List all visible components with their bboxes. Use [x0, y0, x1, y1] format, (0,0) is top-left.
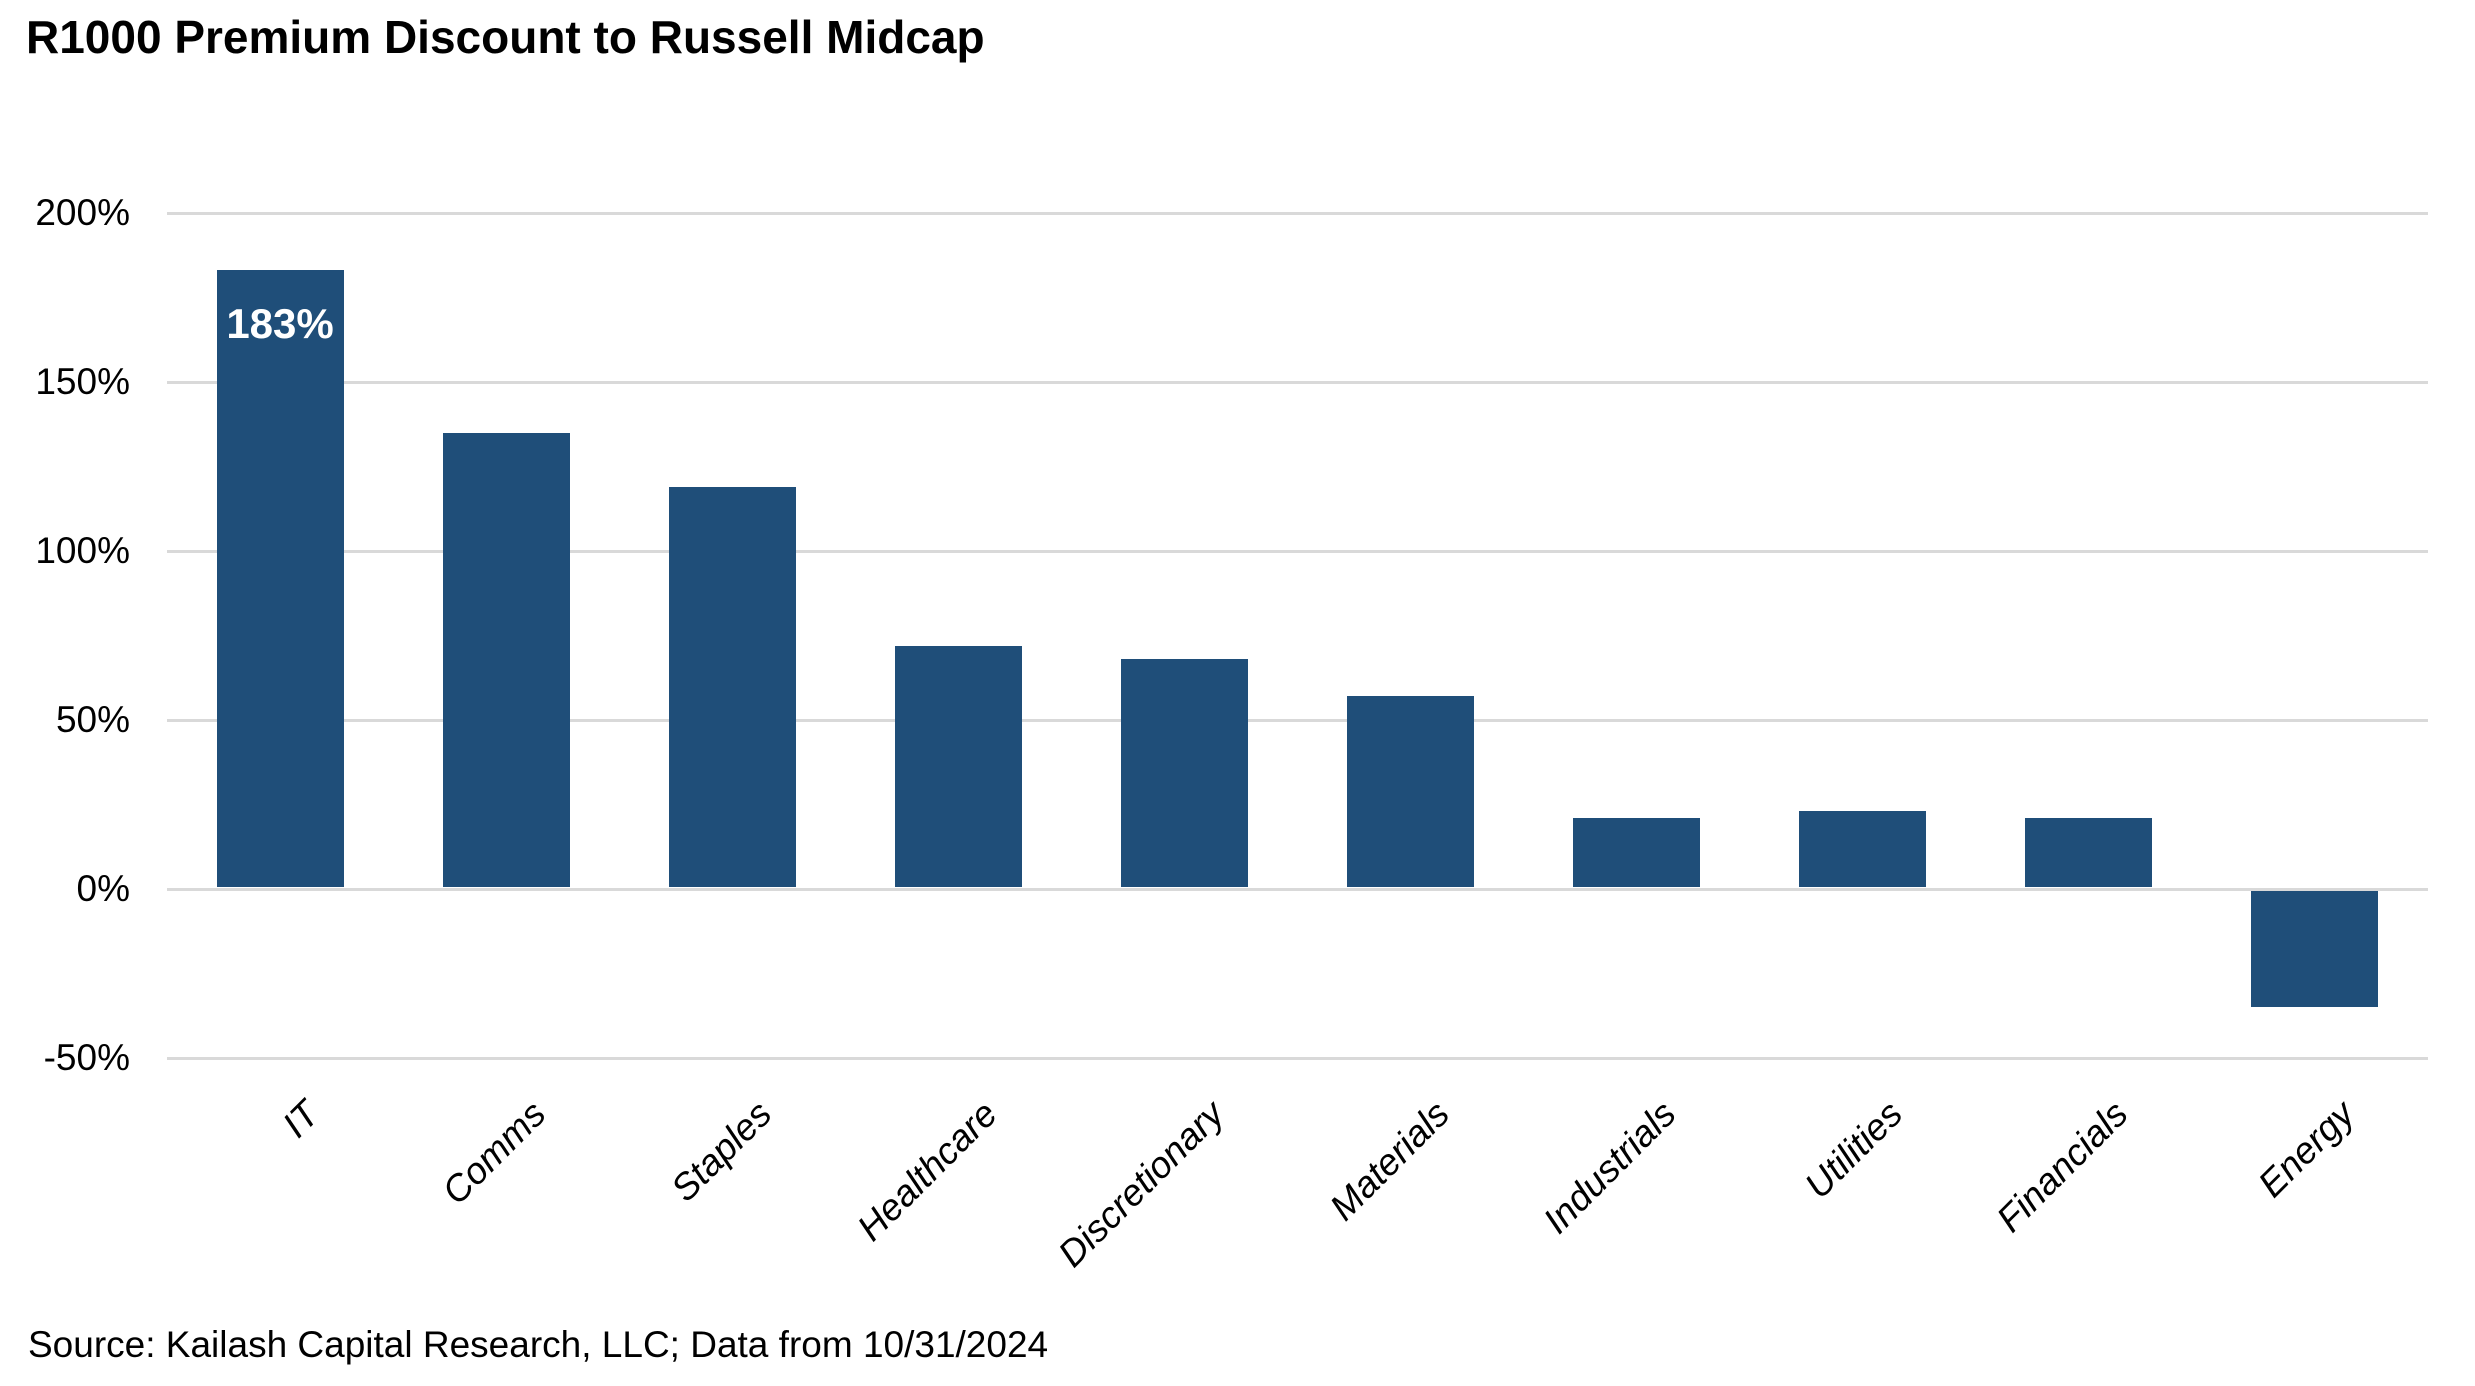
chart-title: R1000 Premium Discount to Russell Midcap: [26, 11, 985, 63]
x-category-label-Materials: Materials: [1322, 1093, 1458, 1229]
x-category-label-Comms: Comms: [434, 1093, 554, 1213]
bar-Utilities: [1799, 811, 1927, 888]
gridline-100%: [167, 549, 2428, 553]
gridline-50%: [167, 718, 2428, 722]
bar-Staples: [668, 486, 796, 888]
x-category-label-Discretionary: Discretionary: [1049, 1093, 1232, 1275]
bar-data-label-IT: 183%: [226, 300, 334, 348]
y-tick-label-0%: 0%: [76, 868, 130, 909]
x-category-label-IT: IT: [274, 1093, 328, 1146]
bar-Industrials: [1573, 818, 1701, 888]
x-category-label-Utilities: Utilities: [1796, 1093, 1910, 1207]
gridline-200%: [167, 211, 2428, 215]
gridline-0%: [167, 887, 2428, 891]
x-category-label-Healthcare: Healthcare: [849, 1093, 1006, 1249]
y-tick-label-150%: 150%: [35, 361, 130, 402]
y-tick-label-50%: 50%: [55, 699, 130, 740]
source-note: Source: Kailash Capital Research, LLC; D…: [28, 1324, 1049, 1365]
x-category-label-Financials: Financials: [1989, 1093, 2136, 1240]
gridline--50%: [167, 1056, 2428, 1060]
bar-Materials: [1347, 696, 1475, 888]
y-tick-label-200%: 200%: [35, 192, 130, 233]
bar-IT: [216, 270, 344, 888]
gridline-150%: [167, 380, 2428, 384]
bar-Energy: [2251, 890, 2379, 1008]
bar-Discretionary: [1120, 659, 1248, 888]
bar-Healthcare: [894, 645, 1022, 888]
y-tick-label--50%: -50%: [43, 1037, 130, 1078]
y-tick-label-100%: 100%: [35, 530, 130, 571]
x-category-label-Staples: Staples: [662, 1093, 780, 1210]
bar-Comms: [442, 432, 570, 888]
x-category-label-Industrials: Industrials: [1535, 1093, 1684, 1242]
bar-Financials: [2025, 818, 2153, 888]
x-category-label-Energy: Energy: [2250, 1093, 2362, 1205]
